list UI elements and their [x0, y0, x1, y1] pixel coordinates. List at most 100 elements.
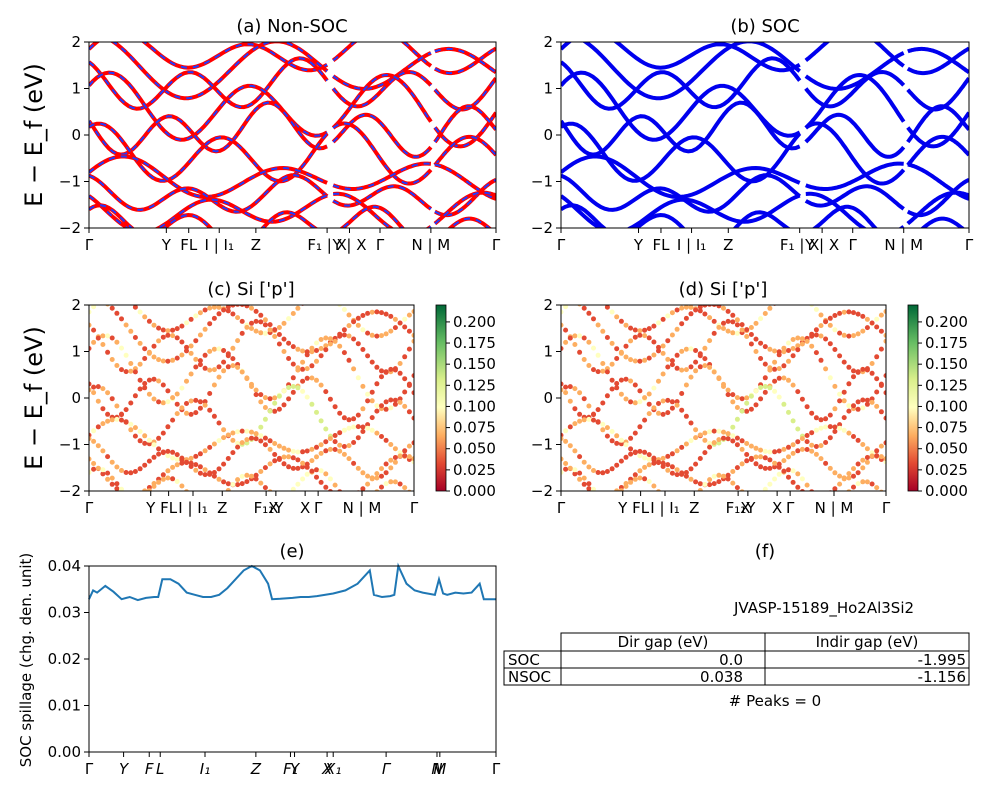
- projection-point: [693, 461, 699, 467]
- band-line-soc: [805, 161, 904, 191]
- projection-point: [272, 395, 278, 401]
- projection-point: [383, 461, 389, 467]
- projection-point: [591, 468, 596, 473]
- panel-b-bands-soc: (b) SOC 2 1 0 −1 −2 Γ Y FL I | I₁ Z F₁ | XY | X Γ N…: [531, 16, 974, 254]
- projection-point: [632, 430, 638, 436]
- projection-point: [406, 409, 412, 415]
- table-row-nsoc-label: NSOC: [508, 668, 551, 686]
- projection-point: [702, 437, 708, 443]
- projection-point: [563, 461, 569, 466]
- projection-point: [309, 446, 315, 452]
- projection-point: [841, 476, 847, 482]
- projection-point: [318, 479, 324, 485]
- band-line-nonsoc-dashed: [89, 122, 328, 183]
- projection-point: [249, 320, 254, 326]
- projection-point: [869, 320, 875, 326]
- projection-point: [197, 332, 203, 338]
- panel-f-gap-table: (f) JVASP-15189_Ho2Al3Si2 Dir gap (eV) I…: [503, 541, 970, 710]
- projection-point: [660, 371, 666, 377]
- projection-point: [790, 418, 796, 424]
- projection-point: [304, 366, 310, 372]
- projection-point: [730, 480, 736, 486]
- projection-point: [669, 405, 675, 411]
- projection-point: [202, 307, 208, 313]
- projection-point: [323, 471, 329, 477]
- projection-point: [197, 470, 203, 476]
- projection-point: [174, 355, 180, 361]
- projection-point: [702, 345, 708, 351]
- projection-point: [753, 461, 759, 467]
- projection-point: [669, 464, 675, 470]
- table-row-nsoc-indir: -1.156: [918, 668, 966, 686]
- projection-point: [281, 388, 287, 394]
- projection-point: [600, 361, 606, 366]
- projection-point: [586, 486, 592, 491]
- projection-point: [721, 326, 726, 331]
- projection-point: [290, 361, 296, 367]
- projection-point: [851, 403, 856, 409]
- projection-point: [637, 468, 643, 474]
- ytick-label: −1: [59, 436, 81, 454]
- projection-point: [809, 448, 815, 454]
- projection-point: [239, 330, 245, 336]
- projection-point: [142, 492, 147, 497]
- projection-point: [846, 471, 852, 477]
- panel-b-yticks: 2 1 0 −1 −2: [531, 33, 561, 237]
- projection-point: [383, 470, 389, 476]
- projection-point: [762, 361, 768, 367]
- projection-point: [609, 361, 615, 367]
- xtick-label: Γ: [492, 236, 501, 254]
- projection-point: [604, 425, 610, 431]
- projection-point: [100, 471, 106, 477]
- projection-point: [567, 384, 573, 390]
- projection-point: [846, 364, 852, 370]
- band-line-soc: [804, 184, 905, 211]
- projection-point: [197, 464, 203, 470]
- colorbar-gradient: [435, 304, 447, 492]
- projection-point: [563, 339, 569, 345]
- projection-point: [878, 454, 884, 460]
- projection-point: [100, 406, 106, 412]
- projection-point: [586, 481, 592, 487]
- projection-point: [253, 436, 259, 442]
- projection-point: [276, 455, 282, 461]
- projection-point: [211, 441, 217, 447]
- projection-point: [683, 315, 689, 321]
- projection-point: [267, 461, 273, 467]
- projection-point: [721, 429, 726, 435]
- projection-point: [781, 363, 787, 369]
- projection-point: [216, 374, 222, 380]
- projection-point: [235, 315, 241, 321]
- projection-point: [137, 438, 143, 444]
- projection-point: [188, 371, 194, 377]
- projection-point: [832, 313, 838, 318]
- projection-point: [823, 336, 829, 342]
- projection-point: [142, 433, 148, 439]
- projection-point: [637, 475, 643, 481]
- xtick-label: I | I₁: [677, 236, 706, 254]
- projection-point: [614, 314, 620, 320]
- projection-point: [837, 310, 843, 316]
- band-line-soc: [561, 203, 792, 228]
- projection-point: [156, 338, 162, 344]
- projection-point: [211, 315, 217, 321]
- projection-point: [323, 343, 329, 349]
- projection-point: [707, 477, 713, 483]
- projection-point: [707, 305, 712, 307]
- projection-point: [346, 357, 352, 363]
- xtick-label: FL: [652, 236, 670, 254]
- projection-point: [595, 407, 601, 413]
- projection-point: [244, 437, 250, 443]
- projection-point: [596, 491, 601, 496]
- xtick-label: Γ: [849, 236, 858, 254]
- projection-point: [142, 314, 148, 320]
- projection-point: [623, 376, 629, 382]
- projection-point: [327, 336, 333, 342]
- projection-point: [276, 332, 282, 337]
- projection-point: [577, 418, 583, 424]
- projection-point: [300, 464, 306, 470]
- panel-a-title: (a) Non-SOC: [236, 16, 347, 37]
- projection-point: [109, 305, 115, 311]
- projection-point: [374, 475, 380, 481]
